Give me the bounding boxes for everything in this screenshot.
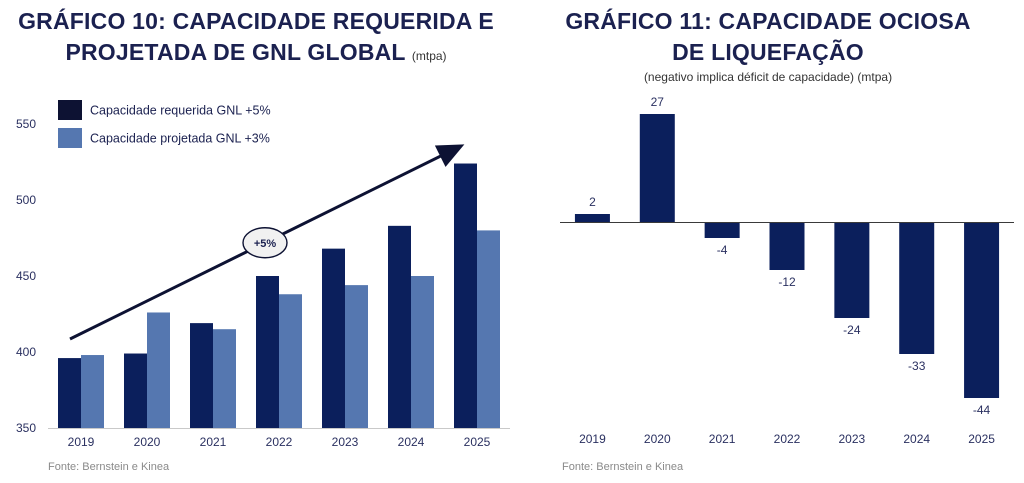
chart-10-panel: GRÁFICO 10: CAPACIDADE REQUERIDA E PROJE… (0, 8, 512, 473)
chart-11-subtitle: (negativo implica déficit de capacidade)… (643, 70, 893, 84)
chart-10-title-line2: PROJETADA DE GNL GLOBAL (65, 39, 406, 65)
y-tick-label: 350 (16, 421, 36, 435)
chart-11-panel: GRÁFICO 11: CAPACIDADE OCIOSA DE LIQUEFA… (512, 0, 1024, 483)
data-label: -44 (973, 403, 991, 417)
bar-deficit (964, 222, 1000, 398)
x-tick-label: 2023 (839, 432, 866, 446)
chart-10-title-line2-wrap: PROJETADA DE GNL GLOBAL (mtpa) (0, 38, 512, 71)
bar-deficit (834, 222, 870, 318)
chart-11-title-line1: GRÁFICO 11: CAPACIDADE OCIOSA (565, 8, 971, 34)
chart-11-plot: 2 2019 27 2020 -4 2021 -12 2022 -24 2023 -33 2024 -4… (560, 95, 1014, 446)
bar-projected (81, 355, 104, 428)
legend-swatch (58, 100, 82, 120)
data-label: 2 (589, 195, 596, 209)
x-tick-label: 2021 (200, 435, 227, 449)
growth-badge-label: +5% (254, 238, 277, 250)
y-tick-label: 550 (16, 117, 36, 131)
bar-projected (411, 276, 434, 428)
chart-11-source: Fonte: Bernstein e Kinea (562, 461, 684, 473)
x-tick-label: 2024 (903, 432, 930, 446)
legend-swatch (58, 128, 82, 148)
x-tick-label: 2020 (134, 435, 161, 449)
x-tick-label: 2020 (644, 432, 671, 446)
bar-surplus (639, 114, 675, 222)
x-tick-label: 2025 (464, 435, 491, 449)
bar-deficit (704, 222, 740, 238)
growth-badge (242, 227, 288, 259)
bar-deficit (899, 222, 935, 354)
x-tick-label: 2023 (332, 435, 359, 449)
bar-projected (279, 294, 302, 428)
chart-10-plot: 350 400 450 500 550 2019 2020 2021 2022 2023 2024 2… (16, 100, 510, 449)
bar-projected (477, 230, 500, 428)
data-label: -12 (778, 275, 796, 289)
bar-projected (147, 312, 170, 428)
chart-10-source: Fonte: Bernstein e Kinea (48, 461, 170, 473)
x-tick-label: 2022 (774, 432, 801, 446)
y-tick-label: 400 (16, 345, 36, 359)
legend-label: Capacidade requerida GNL +5% (90, 104, 271, 118)
bar-required (454, 163, 477, 428)
y-tick-label: 450 (16, 269, 36, 283)
x-tick-label: 2019 (579, 432, 606, 446)
data-label: -24 (843, 323, 861, 337)
bar-required (388, 225, 411, 428)
bar-required (256, 276, 279, 428)
data-label: -33 (908, 359, 926, 373)
bar-required (58, 358, 81, 428)
bar-required (124, 353, 147, 428)
chart-10-title-line1: GRÁFICO 10: CAPACIDADE REQUERIDA E (18, 8, 494, 34)
x-tick-label: 2019 (68, 435, 95, 449)
data-label: 27 (651, 95, 665, 109)
y-tick-label: 500 (16, 193, 36, 207)
chart-11-title-line2: DE LIQUEFAÇÃO (672, 39, 864, 65)
x-tick-label: 2025 (968, 432, 995, 446)
bar-required (190, 323, 213, 428)
data-label: -4 (717, 243, 728, 257)
x-tick-label: 2022 (266, 435, 293, 449)
bar-surplus (574, 214, 610, 222)
bar-deficit (769, 222, 805, 270)
bar-required (322, 248, 345, 428)
x-tick-label: 2021 (709, 432, 736, 446)
legend-label: Capacidade projetada GNL +3% (90, 132, 270, 146)
chart-10-title-unit: (mtpa) (411, 49, 447, 63)
bar-projected (345, 285, 368, 428)
bar-projected (213, 329, 236, 428)
x-tick-label: 2024 (398, 435, 425, 449)
